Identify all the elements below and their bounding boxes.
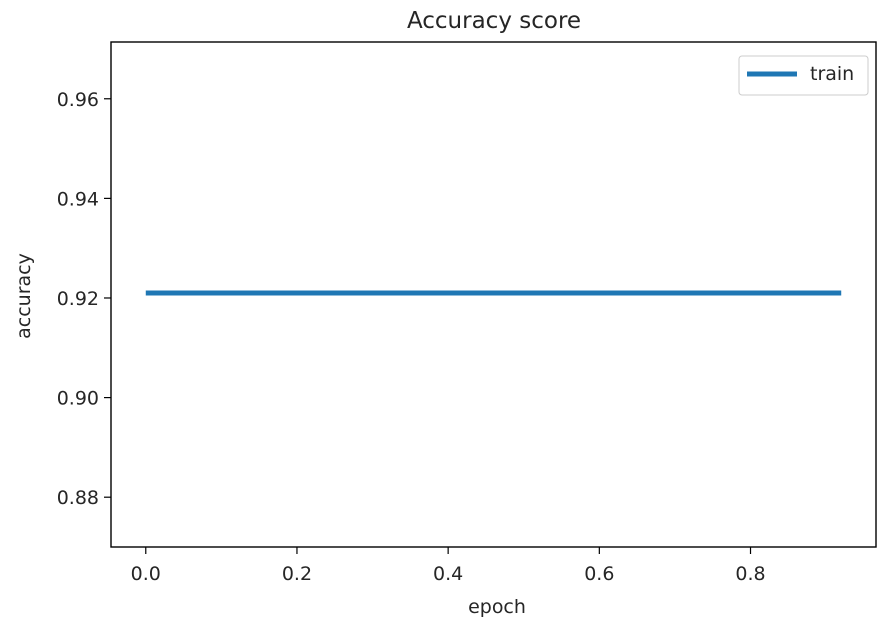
x-tick-label: 0.8: [735, 563, 765, 585]
y-tick-label: 0.96: [57, 89, 99, 111]
y-axis-label: accuracy: [13, 253, 35, 339]
x-axis-ticks: 0.0 0.2 0.4 0.6 0.8: [131, 547, 766, 585]
legend-label-train: train: [810, 63, 854, 85]
y-tick-label: 0.88: [57, 487, 99, 509]
y-tick-label: 0.90: [57, 388, 99, 410]
x-axis-label: epoch: [468, 596, 526, 618]
x-tick-label: 0.4: [433, 563, 463, 585]
y-tick-label: 0.94: [57, 188, 99, 210]
chart-title: Accuracy score: [407, 8, 581, 34]
x-tick-label: 0.0: [131, 563, 161, 585]
legend-box: [738, 55, 869, 96]
y-tick-label: 0.92: [57, 288, 99, 310]
x-tick-label: 0.6: [584, 563, 614, 585]
x-tick-label: 0.2: [282, 563, 312, 585]
plot-frame: [110, 41, 877, 548]
legend: train: [738, 55, 869, 96]
y-axis-ticks: 0.88 0.90 0.92 0.94 0.96: [57, 89, 111, 509]
